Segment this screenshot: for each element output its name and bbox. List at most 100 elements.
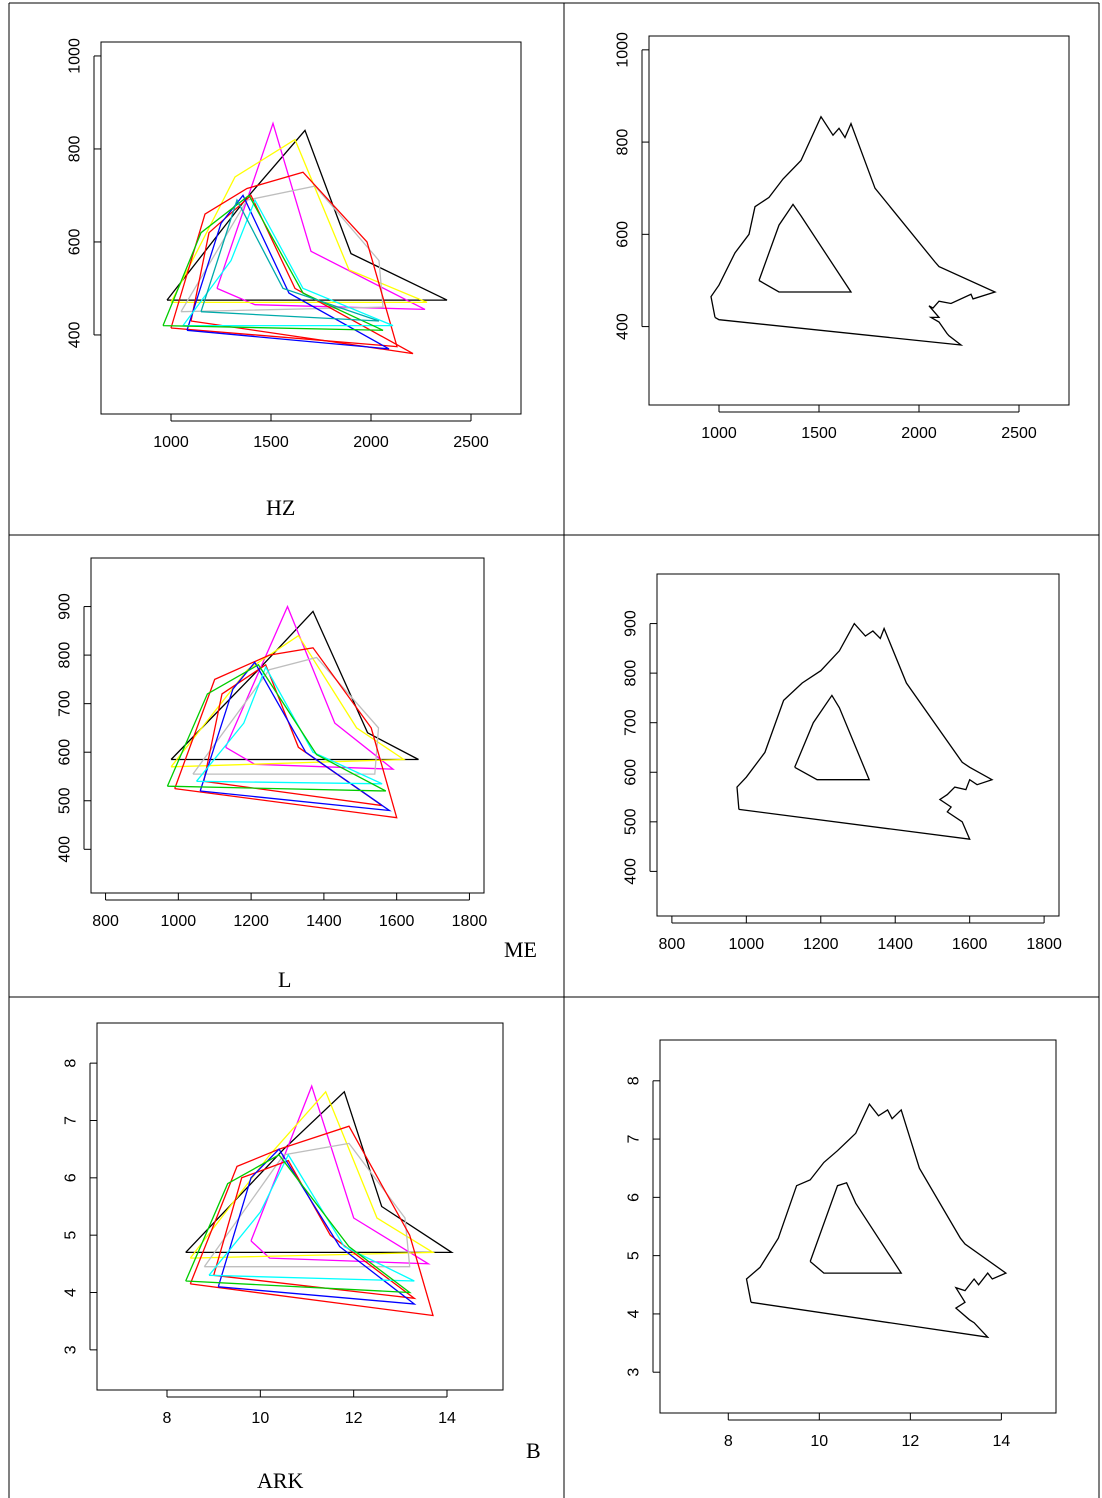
x-tick-label: 1200	[233, 913, 269, 930]
x-tick-label: 1500	[253, 434, 289, 451]
y-tick-label: 800	[623, 660, 640, 687]
series-line-7	[208, 1153, 415, 1282]
x-tick-label: 1000	[153, 434, 189, 451]
series-line-0	[736, 622, 994, 840]
x-tick-label: 1000	[161, 913, 197, 930]
series-line-5	[203, 663, 383, 807]
y-tick-label: 1000	[67, 38, 84, 74]
x-tick-label: 1500	[801, 425, 837, 442]
y-tick-label: 500	[623, 808, 640, 835]
y-tick-label: 600	[623, 759, 640, 786]
x-tick-label: 2500	[1001, 425, 1037, 442]
x-tick-label: 1400	[306, 913, 342, 930]
label-hz: HZ	[266, 495, 296, 520]
series-line-8	[166, 663, 387, 792]
y-tick-label: 6	[63, 1173, 80, 1182]
x-tick-label: 1800	[452, 913, 488, 930]
y-tick-label: 800	[57, 642, 74, 669]
series-line-6	[199, 661, 392, 812]
x-tick-label: 1800	[1026, 936, 1062, 953]
series-line-1	[794, 694, 871, 781]
x-tick-label: 8	[163, 1410, 172, 1427]
y-tick-label: 600	[57, 739, 74, 766]
series-line-9	[200, 198, 380, 322]
x-tick-label: 1600	[952, 936, 988, 953]
y-tick-label: 5	[626, 1251, 643, 1260]
series-line-1	[250, 1084, 431, 1265]
y-tick-label: 7	[626, 1135, 643, 1144]
x-tick-label: 2500	[453, 434, 489, 451]
x-tick-label: 800	[92, 913, 119, 930]
series-line-0	[170, 610, 419, 761]
x-tick-label: 12	[901, 1433, 919, 1450]
x-tick-label: 1400	[877, 936, 913, 953]
plot-frame	[656, 573, 1060, 917]
y-tick-label: 4	[626, 1309, 643, 1318]
y-tick-label: 5	[63, 1231, 80, 1240]
y-tick-label: 500	[57, 787, 74, 814]
y-tick-label: 400	[67, 322, 84, 349]
y-tick-label: 1000	[615, 32, 632, 68]
x-tick-label: 1000	[701, 425, 737, 442]
x-tick-label: 1000	[729, 936, 765, 953]
y-tick-label: 600	[615, 221, 632, 248]
y-tick-label: 700	[57, 690, 74, 717]
x-tick-label: 12	[345, 1410, 363, 1427]
x-tick-label: 14	[992, 1433, 1010, 1450]
x-tick-label: 800	[659, 936, 686, 953]
series-line-4	[170, 171, 398, 348]
y-tick-label: 600	[67, 229, 84, 256]
series-line-1	[809, 1182, 903, 1274]
x-tick-label: 10	[251, 1410, 269, 1427]
series-line-0	[710, 115, 997, 346]
series-line-4	[189, 1125, 434, 1317]
series-line-0	[745, 1102, 1008, 1339]
plot-frame	[100, 41, 522, 415]
plot-frame	[648, 35, 1070, 406]
series-line-3	[192, 656, 380, 775]
series-line-7	[195, 665, 383, 785]
label-b: B	[526, 1438, 541, 1463]
y-tick-label: 8	[63, 1059, 80, 1068]
y-tick-label: 7	[63, 1116, 80, 1125]
plot-frame	[659, 1039, 1057, 1414]
y-tick-label: 800	[615, 129, 632, 156]
x-tick-label: 1600	[379, 913, 415, 930]
series-line-1	[758, 203, 853, 293]
x-tick-label: 10	[810, 1433, 828, 1450]
series-line-8	[162, 194, 384, 331]
y-tick-label: 400	[57, 836, 74, 863]
y-tick-label: 3	[63, 1345, 80, 1354]
series-line-7	[182, 198, 394, 327]
y-tick-label: 400	[615, 313, 632, 340]
y-tick-label: 3	[626, 1368, 643, 1377]
series-line-1	[225, 604, 395, 770]
label-l: L	[278, 967, 292, 992]
series-line-4	[174, 647, 398, 819]
y-tick-label: 900	[57, 593, 74, 620]
y-tick-label: 700	[623, 709, 640, 736]
x-tick-label: 8	[724, 1433, 733, 1450]
x-tick-label: 14	[438, 1410, 456, 1427]
x-tick-label: 2000	[353, 434, 389, 451]
y-tick-label: 4	[63, 1288, 80, 1297]
y-tick-label: 900	[623, 610, 640, 637]
series-line-8	[185, 1154, 412, 1294]
plot-frame	[90, 557, 485, 894]
x-tick-label: 1200	[803, 936, 839, 953]
y-tick-label: 400	[623, 858, 640, 885]
plot-frame	[96, 1022, 504, 1391]
y-tick-label: 800	[67, 136, 84, 163]
label-me: ME	[504, 937, 537, 962]
x-tick-label: 2000	[901, 425, 937, 442]
series-line-6	[217, 1148, 417, 1305]
series-line-6	[186, 194, 390, 350]
label-ark: ARK	[257, 1468, 304, 1493]
y-tick-label: 6	[626, 1193, 643, 1202]
